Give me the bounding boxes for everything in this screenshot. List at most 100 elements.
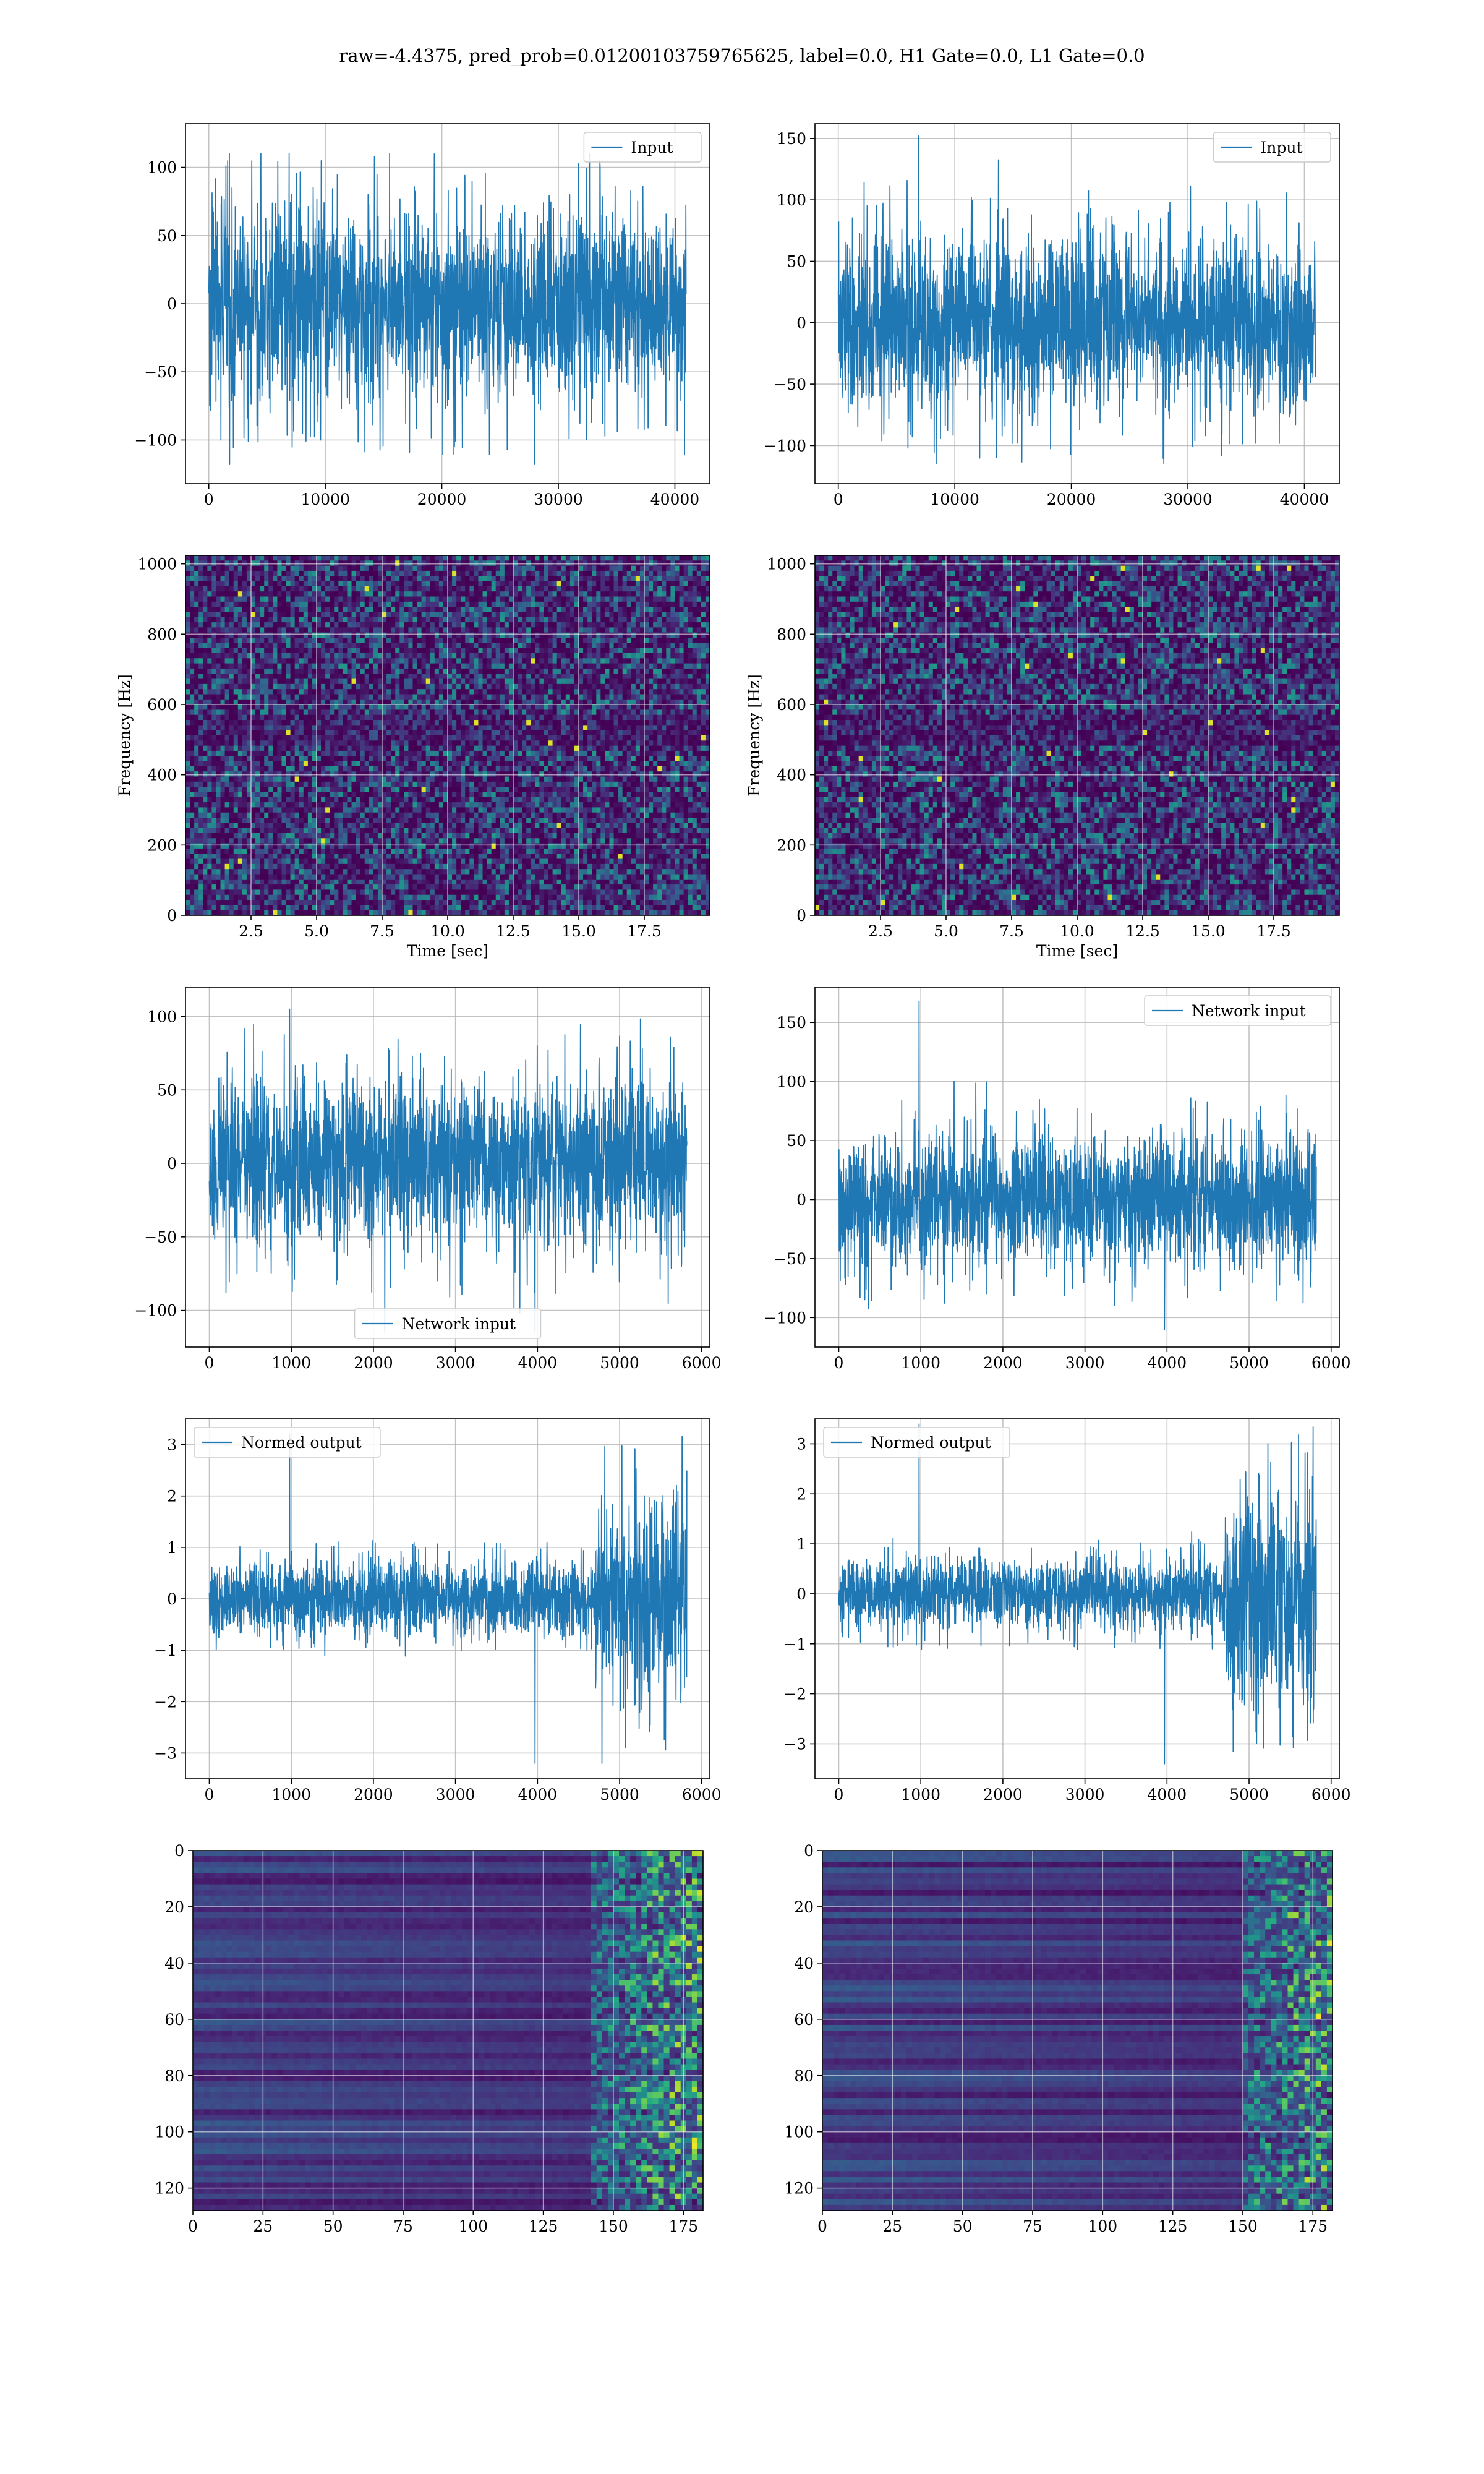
- spectrogram-h1-cell: [566, 638, 571, 643]
- spectrogram-h1-cell: [295, 643, 300, 648]
- spectrogram-h1-cell: [579, 586, 584, 592]
- spectrogram-h1-cell: [242, 658, 247, 664]
- spectrogram-h1-cell: [417, 591, 422, 597]
- spectrogram-h1-cell: [221, 674, 226, 679]
- spectrogram-h1-cell: [216, 751, 221, 756]
- spectrogram-h1-cell: [452, 612, 457, 617]
- spectrogram-h1-cell: [198, 679, 203, 685]
- spectrogram-h1-cell: [492, 664, 497, 669]
- spectrogram-h1-cell: [518, 709, 522, 715]
- spectrogram-h1-cell: [207, 761, 212, 767]
- spectrogram-h1-cell: [666, 704, 671, 710]
- spectrogram-h1-cell: [636, 756, 641, 761]
- spectrogram-h1-cell: [693, 560, 697, 566]
- spectrogram-h1-cell: [539, 571, 544, 576]
- spectrogram-h1-cell: [623, 761, 628, 767]
- spectrogram-h1-cell: [596, 648, 601, 654]
- spectrogram-h1-cell: [238, 617, 243, 623]
- spectrogram-h1-cell: [216, 664, 221, 669]
- spectrogram-h1-cell: [277, 653, 282, 659]
- spectrogram-h1-cell: [365, 627, 370, 633]
- spectrogram-h1-cell: [553, 669, 558, 674]
- spectrogram-h1-cell: [456, 679, 461, 685]
- spectrogram-h1-cell: [531, 669, 535, 674]
- spectrogram-h1-cell: [286, 612, 291, 617]
- spectrogram-h1-cell: [373, 607, 378, 612]
- spectrogram-h1-cell: [211, 612, 216, 617]
- spectrogram-h1-cell: [539, 664, 544, 669]
- spectrogram-h1-cell: [596, 653, 601, 659]
- spectrogram-h1-cell: [430, 725, 435, 730]
- spectrogram-h1-cell: [469, 566, 474, 571]
- spectrogram-h1-cell: [553, 720, 558, 726]
- spectrogram-h1-cell: [238, 669, 243, 674]
- spectrogram-h1-cell: [334, 638, 339, 643]
- spectrogram-h1-cell: [653, 756, 658, 761]
- spectrogram-h1-cell: [522, 658, 527, 664]
- spectrogram-h1-cell: [422, 740, 427, 746]
- spectrogram-h1-cell: [688, 633, 693, 638]
- spectrogram-h1-cell: [618, 756, 623, 761]
- spectrogram-h1-cell: [548, 602, 553, 607]
- spectrogram-h1-cell: [234, 664, 239, 669]
- spectrogram-h1-cell: [487, 715, 492, 721]
- spectrogram-h1-cell: [382, 694, 387, 700]
- spectrogram-h1-cell: [465, 704, 470, 710]
- spectrogram-h1-cell: [561, 684, 566, 690]
- spectrogram-h1-cell: [675, 560, 680, 566]
- spectrogram-h1-cell: [627, 560, 632, 566]
- spectrogram-h1-cell: [369, 581, 374, 587]
- spectrogram-h1-cell: [693, 617, 697, 623]
- spectrogram-h1-cell: [701, 648, 706, 654]
- spectrogram-h1-cell: [697, 720, 702, 726]
- spectrogram-h1-cell: [399, 679, 404, 685]
- spectrogram-h1-cell: [198, 761, 203, 767]
- spectrogram-h1-cell: [688, 648, 693, 654]
- spectrogram-h1-cell: [456, 633, 461, 638]
- spectrogram-h1-cell: [229, 591, 234, 597]
- spectrogram-h1-cell: [369, 761, 374, 767]
- spectrogram-h1-cell: [649, 643, 654, 648]
- spectrogram-h1-cell: [474, 607, 479, 612]
- spectrogram-h1-cell: [417, 581, 422, 587]
- spectrogram-h1-cell: [478, 612, 483, 617]
- spectrogram-h1-cell: [465, 761, 470, 767]
- spectrogram-h1-cell: [684, 617, 689, 623]
- spectrogram-h1-cell: [653, 740, 658, 746]
- spectrogram-h1-cell: [583, 746, 588, 751]
- spectrogram-h1-cell: [395, 555, 400, 561]
- spectrogram-h1-cell: [513, 638, 518, 643]
- spectrogram-h1-cell: [623, 617, 628, 623]
- spectrogram-h1-cell: [469, 555, 474, 561]
- spectrogram-h1-cell: [347, 607, 352, 612]
- spectrogram-h1-cell: [395, 689, 400, 695]
- spectrogram-h1-cell: [190, 586, 195, 592]
- spectrogram-h1-cell: [321, 602, 326, 607]
- spectrogram-h1-cell: [579, 658, 584, 664]
- spectrogram-h1-cell: [207, 576, 212, 581]
- spectrogram-h1-cell: [474, 684, 479, 690]
- spectrogram-h1-cell: [627, 689, 632, 695]
- spectrogram-h1-cell: [347, 555, 352, 561]
- spectrogram-h1-cell: [190, 730, 195, 736]
- spectrogram-h1-cell: [264, 602, 269, 607]
- spectrogram-h1-cell: [426, 612, 431, 617]
- spectrogram-h1-cell: [487, 746, 492, 751]
- spectrogram-h1-cell: [251, 689, 256, 695]
- spectrogram-h1-cell: [483, 560, 488, 566]
- spectrogram-h1-cell: [465, 591, 470, 597]
- spectrogram-h1-cell: [251, 664, 256, 669]
- spectrogram-h1-cell: [242, 694, 247, 700]
- spectrogram-h1-cell: [338, 669, 343, 674]
- spectrogram-h1-cell: [417, 586, 422, 592]
- spectrogram-h1-cell: [680, 740, 684, 746]
- spectrogram-h1-cell: [452, 669, 457, 674]
- spectrogram-h1-cell: [295, 571, 300, 576]
- spectrogram-h1-cell: [216, 648, 221, 654]
- spectrogram-h1-cell: [430, 684, 435, 690]
- spectrogram-h1-cell: [308, 586, 313, 592]
- spectrogram-h1-cell: [518, 627, 522, 633]
- spectrogram-h1-cell: [452, 607, 457, 612]
- spectrogram-h1-cell: [557, 735, 562, 741]
- spectrogram-h1-cell: [496, 581, 501, 587]
